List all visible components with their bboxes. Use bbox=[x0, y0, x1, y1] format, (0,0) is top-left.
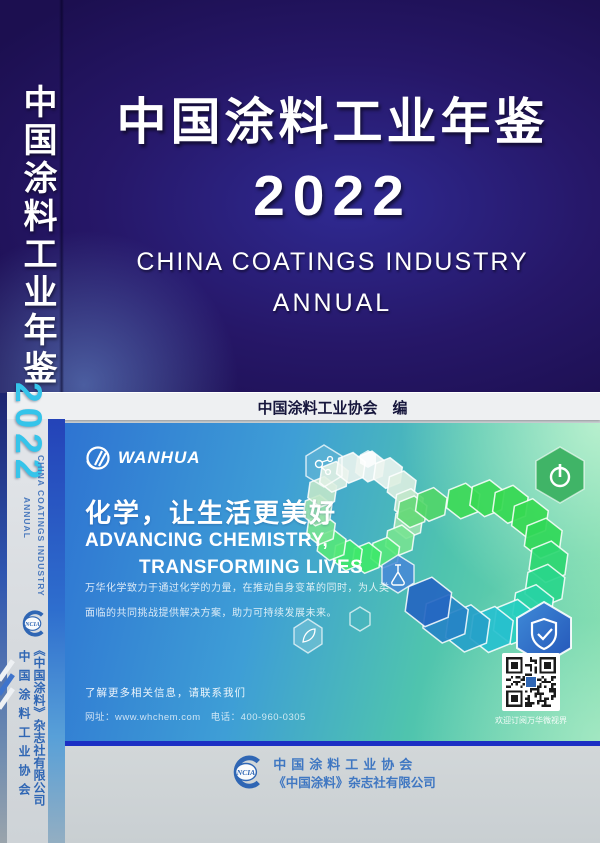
editor-credit: 中国涂料工业协会 编 bbox=[257, 400, 408, 417]
banner-contact-line1: 了解更多相关信息，请联系我们 bbox=[85, 687, 246, 699]
banner-slogan-en-line2: TRANSFORMING LIVES bbox=[139, 557, 364, 578]
editor-band: 中国涂料工业协会 编 bbox=[7, 392, 600, 420]
spine-left-edge bbox=[0, 393, 7, 843]
cover-top-background bbox=[0, 0, 600, 393]
spine-subtitle-line1: CHINA COATINGS INDUSTRY bbox=[36, 455, 46, 597]
spine-publisher-name: 《中国涂料》杂志社有限公司 bbox=[32, 644, 46, 807]
footer-association-name: 中国涂料工业协会 bbox=[273, 757, 418, 772]
banner-body-line1: 万华化学致力于通过化学的力量，在推动自身变革的同时，为人类 bbox=[85, 583, 390, 594]
banner-body-text: 万华化学致力于通过化学的力量，在推动自身变革的同时，为人类 面临的共同挑战提供解… bbox=[85, 576, 390, 626]
qr-caption: 欢迎订阅万华微视界 bbox=[495, 716, 567, 725]
power-icon bbox=[535, 446, 585, 504]
wanhua-logo: WANHUA bbox=[85, 445, 201, 471]
banner-contact-line2: 网址：www.whchem.com 电话：400-960-0305 bbox=[85, 712, 306, 723]
spine-association-name: 中国涂料工业协会 bbox=[17, 650, 31, 802]
svg-text:NCIA: NCIA bbox=[24, 622, 40, 628]
molecule-icon bbox=[305, 444, 343, 488]
wanhua-ad-banner: WANHUA 化学，让生活更美好 ADVANCING CHEMISTRY, TR… bbox=[65, 423, 600, 741]
banner-slogan-cn: 化学，让生活更美好 bbox=[85, 498, 338, 528]
banner-body-line2: 面临的共同挑战提供解决方案，助力可持续发展未来。 bbox=[85, 608, 337, 619]
cover-subtitle-line1: CHINA COATINGS INDUSTRY bbox=[136, 248, 529, 276]
spine-subtitle-line2: ANNUAL bbox=[22, 497, 32, 539]
spine-fold-line bbox=[59, 0, 64, 393]
shield-check-icon bbox=[516, 600, 572, 666]
qr-code bbox=[502, 653, 560, 711]
spine-blue-band bbox=[48, 419, 65, 843]
footer: NCIA 中国涂料工业协会 《中国涂料》杂志社有限公司 bbox=[65, 746, 600, 843]
mini-outline-hexagon bbox=[349, 606, 371, 632]
svg-text:NCIA: NCIA bbox=[236, 768, 255, 777]
cover-subtitle-line2: ANNUAL bbox=[272, 289, 393, 317]
wanhua-globe-icon bbox=[86, 446, 110, 470]
flask-icon bbox=[381, 554, 415, 594]
wanhua-brand-text: WANHUA bbox=[118, 448, 201, 467]
banner-slogan-en-line1: ADVANCING CHEMISTRY, bbox=[85, 530, 329, 551]
cover-title: 中国涂料工业年鉴 bbox=[116, 94, 549, 150]
cover-year: 2022 bbox=[253, 164, 412, 228]
spine-title: 中国涂料工业年鉴 bbox=[18, 84, 56, 388]
ncia-logo-footer: NCIA bbox=[229, 753, 263, 796]
ncia-logo-spine: NCIA bbox=[19, 608, 46, 644]
footer-publisher-name: 《中国涂料》杂志社有限公司 bbox=[273, 776, 436, 790]
divider-line bbox=[65, 741, 600, 746]
mini-hexagon bbox=[360, 450, 376, 468]
leaf-icon bbox=[293, 618, 323, 654]
